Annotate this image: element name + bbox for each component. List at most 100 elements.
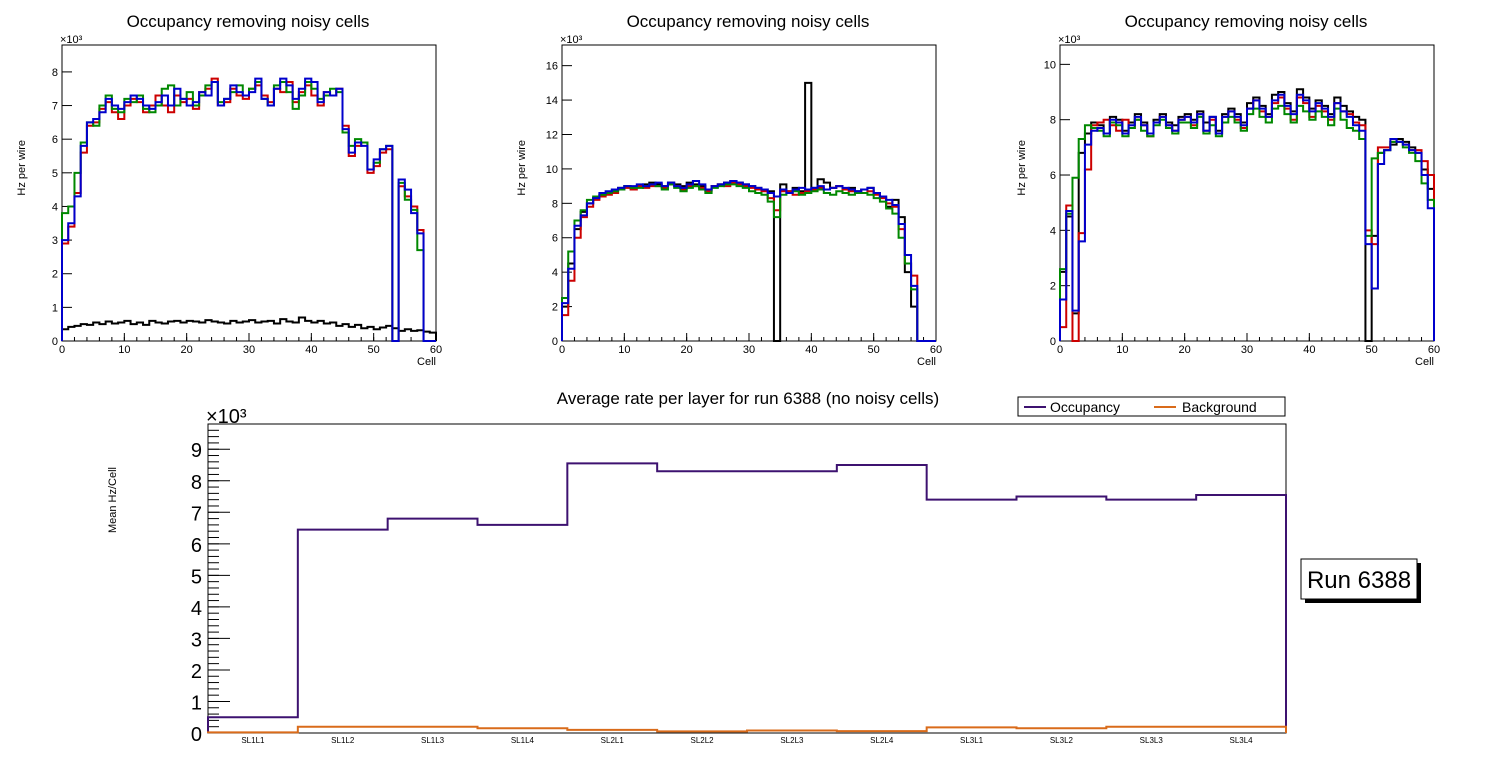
panel-2-ylabel: Hz per wire: [516, 140, 528, 196]
panel-1-ytick-label: 4: [52, 201, 58, 213]
panel-2-ytick-label: 10: [546, 164, 558, 176]
panel-1-xtick-label: 50: [368, 344, 380, 356]
run-label-box: Run 6388: [1300, 558, 1421, 603]
panel-4-category-label: SL1L2: [331, 736, 355, 745]
panel-3-xtick-label: 20: [1179, 344, 1191, 356]
panel-3-xtick-label: 40: [1303, 344, 1315, 356]
panel-2-series-layer2: [561, 181, 936, 342]
panel-4-title: Average rate per layer for run 6388 (no …: [557, 389, 939, 408]
panel-3-ytick-label: 4: [1050, 225, 1056, 237]
legend-box: [1017, 396, 1286, 417]
panel-2-title: Occupancy removing noisy cells: [627, 12, 870, 31]
panel-2-xtick-label: 20: [681, 344, 693, 356]
panel-2-xtick-label: 30: [743, 344, 755, 356]
panel-4-category-label: SL2L3: [780, 736, 804, 745]
panel-4-exponent: ×10³: [206, 406, 247, 428]
panel-3-title: Occupancy removing noisy cells: [1125, 12, 1368, 31]
panel-4-category-label: SL3L4: [1230, 736, 1254, 745]
panel-2-xlabel: Cell: [917, 356, 936, 368]
panel-1-xtick-label: 0: [59, 344, 65, 356]
panel-1-series-layer4: [61, 77, 436, 342]
panel-2-ytick-label: 2: [552, 302, 558, 314]
panel-3-xtick-label: 30: [1241, 344, 1253, 356]
panel-4-category-label: SL3L2: [1050, 736, 1074, 745]
panel-2-ytick-label: 6: [552, 233, 558, 245]
panel-1-xtick-label: 20: [181, 344, 193, 356]
panel-4-category-label: SL2L1: [601, 736, 625, 745]
panel-2-series-layer3: [561, 183, 936, 342]
panel-2-series-layer4: [561, 179, 936, 342]
panel-2-series-layer1: [561, 81, 936, 342]
panel-4-category-label: SL1L1: [241, 736, 265, 745]
panel-1-series-layer2: [61, 77, 436, 342]
panel-1-ytick-label: 8: [52, 67, 58, 79]
panel-1-title: Occupancy removing noisy cells: [127, 12, 370, 31]
panel-1-ytick-label: 3: [52, 235, 58, 247]
panel-top-middle: Occupancy removing noisy cells Hz per wi…: [516, 12, 942, 368]
panel-4-ytick-label: 5: [191, 566, 202, 588]
panel-4-series-background: [207, 725, 1287, 734]
panel-4-ytick-label: 7: [191, 503, 202, 525]
run-label-text: Run 6388: [1307, 567, 1411, 594]
panel-1-ytick-label: 2: [52, 269, 58, 281]
panel-2-xtick-label: 0: [559, 344, 565, 356]
panel-3-ytick-label: 10: [1044, 59, 1056, 71]
panel-3-xtick-label: 60: [1428, 344, 1440, 356]
panel-1-xlabel: Cell: [417, 356, 436, 368]
run-label-frame: [1300, 558, 1418, 600]
panel-2-xtick-label: 40: [805, 344, 817, 356]
panel-3-exponent: ×10³: [1058, 34, 1081, 46]
panel-4-category-label: SL2L2: [691, 736, 715, 745]
panel-1-ytick-label: 0: [52, 336, 58, 348]
panel-1-ytick-label: 7: [52, 101, 58, 113]
panel-2-ytick-label: 16: [546, 61, 558, 73]
panel-4-series-occupancy: [207, 462, 1287, 733]
panel-3-ytick-label: 8: [1050, 115, 1056, 127]
panel-4-ytick-label: 4: [191, 598, 202, 620]
panel-4-ytick-label: 3: [191, 629, 202, 651]
panel-1-xtick-label: 30: [243, 344, 255, 356]
panel-1-ylabel: Hz per wire: [16, 140, 28, 196]
panel-4-ytick-label: 1: [191, 692, 202, 714]
panel-2-ytick-label: 4: [552, 267, 558, 279]
panel-4-ytick-label: 8: [191, 472, 202, 494]
panel-2-xtick-label: 60: [930, 344, 942, 356]
panel-3-ylabel: Hz per wire: [1016, 140, 1028, 196]
panel-2-ytick-label: 14: [546, 95, 558, 107]
panel-top-left: Occupancy removing noisy cells Hz per wi…: [16, 12, 442, 368]
panel-2-xtick-label: 10: [618, 344, 630, 356]
legend-background-label: Background: [1182, 399, 1257, 415]
panel-3-xlabel: Cell: [1415, 356, 1434, 368]
panel-4-category-label: SL3L3: [1140, 736, 1164, 745]
panel-3-ytick-label: 6: [1050, 170, 1056, 182]
panel-3-series-layer4: [1059, 93, 1435, 341]
panel-3-ytick-label: 0: [1050, 336, 1056, 348]
panel-4-category-label: SL1L4: [511, 736, 535, 745]
panel-2-ytick-label: 0: [552, 336, 558, 348]
panel-2-ytick-label: 8: [552, 198, 558, 210]
panel-1-exponent: ×10³: [60, 34, 83, 46]
panel-3-xtick-label: 10: [1116, 344, 1128, 356]
panel-3-ytick-label: 2: [1050, 281, 1056, 293]
panel-4-category-label: SL1L3: [421, 736, 445, 745]
panel-4-ytick-label: 2: [191, 661, 202, 683]
panel-1-ytick-label: 1: [52, 302, 58, 314]
panel-2-xtick-label: 50: [868, 344, 880, 356]
panel-1-xtick-label: 10: [118, 344, 130, 356]
panel-2-ytick-label: 12: [546, 129, 558, 141]
panel-4-ytick-label: 6: [191, 535, 202, 557]
panel-1-xtick-label: 40: [305, 344, 317, 356]
panel-1-xtick-label: 60: [430, 344, 442, 356]
panel-1-ytick-label: 6: [52, 134, 58, 146]
panel-3-xtick-label: 50: [1366, 344, 1378, 356]
panel-3-xtick-label: 0: [1057, 344, 1063, 356]
panel-1-series-layer3: [61, 81, 436, 342]
panel-4-category-label: SL2L4: [870, 736, 894, 745]
panel-2-exponent: ×10³: [560, 34, 583, 46]
legend: Occupancy Background: [1017, 396, 1286, 417]
panel-4-ylabel: Mean Hz/Cell: [107, 467, 119, 533]
legend-occupancy-label: Occupancy: [1050, 399, 1120, 415]
panel-bottom: Average rate per layer for run 6388 (no …: [107, 389, 1421, 746]
panel-1-series-layer1: [61, 316, 437, 341]
